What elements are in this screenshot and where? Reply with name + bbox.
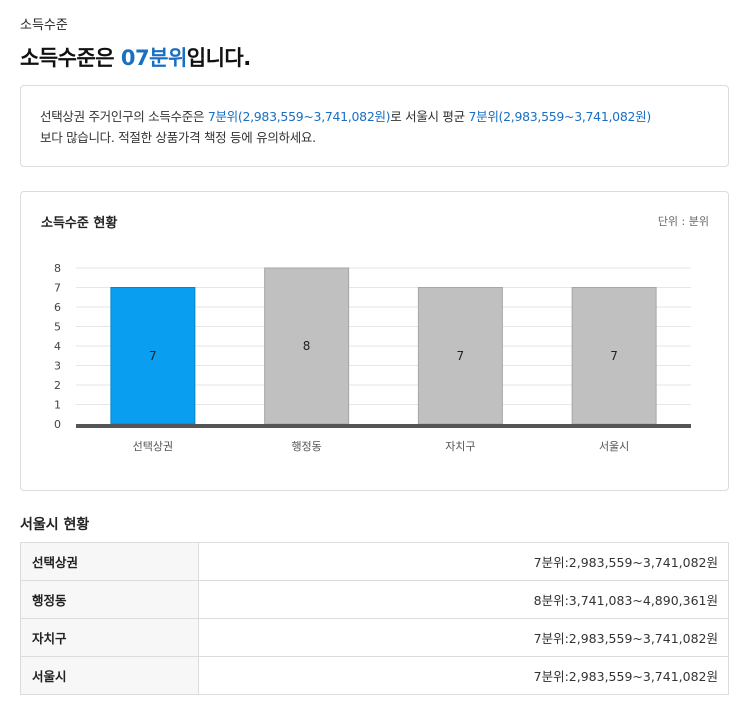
- x-tick-label: 자치구: [445, 440, 475, 453]
- row-value: 7분위:2,983,559~3,741,082원: [198, 656, 729, 695]
- seoul-stats-title: 서울시 현황: [20, 517, 90, 533]
- summary-value-seoul: 7분위(2,983,559~3,741,082원): [468, 109, 651, 124]
- bar-data-label: 7: [610, 349, 618, 363]
- x-tick-label: 행정동: [291, 440, 321, 453]
- table-row: 행정동 8분위:3,741,083~4,890,361원: [20, 580, 729, 619]
- summary-text-3: 보다 많습니다. 적절한 상품가격 책정 등에 유의하세요.: [40, 130, 316, 145]
- chart-unit: 단위 : 분위: [657, 215, 709, 228]
- row-label: 행정동: [20, 580, 199, 619]
- row-label: 서울시: [20, 656, 199, 695]
- page-title-suffix: 입니다.: [186, 46, 251, 70]
- y-tick-label: 2: [54, 379, 61, 392]
- table-row: 서울시 7분위:2,983,559~3,741,082원: [20, 656, 729, 695]
- breadcrumb: 소득수준: [20, 18, 68, 33]
- chart-title: 소득수준 현황: [41, 216, 118, 231]
- y-tick-label: 6: [54, 301, 61, 314]
- y-tick-label: 3: [54, 360, 61, 373]
- table-row: 선택상권 7분위:2,983,559~3,741,082원: [20, 542, 729, 581]
- table-row: 자치구 7분위:2,983,559~3,741,082원: [20, 618, 729, 657]
- bar-data-label: 7: [457, 349, 465, 363]
- summary-text-2: 로 서울시 평균: [390, 109, 469, 124]
- page-title-highlight: 07분위: [120, 46, 187, 70]
- bar: [417, 287, 503, 425]
- row-value: 7분위:2,983,559~3,741,082원: [198, 618, 729, 657]
- bar: [110, 287, 196, 425]
- summary-box: 선택상권 주거인구의 소득수준은 7분위(2,983,559~3,741,082…: [20, 85, 729, 167]
- row-label: 자치구: [20, 618, 199, 657]
- seoul-stats-table: 선택상권 7분위:2,983,559~3,741,082원 행정동 8분위:3,741…: [20, 542, 729, 695]
- y-tick-label: 8: [54, 262, 61, 275]
- x-tick-label: 서울시: [599, 440, 629, 453]
- y-tick-label: 1: [54, 399, 61, 412]
- bar: [264, 267, 350, 425]
- page-title: 소득수준은 07분위입니다.: [20, 42, 251, 72]
- income-bar-chart: 0 1 2 3 4 5 6 7 8 7 선택상권 8 행정동 7 자치구 7 서울시: [54, 262, 691, 453]
- row-value: 8분위:3,741,083~4,890,361원: [198, 580, 729, 619]
- y-tick-label: 5: [54, 321, 61, 334]
- page-title-prefix: 소득수준은: [20, 46, 121, 70]
- bar-data-label: 7: [149, 349, 157, 363]
- y-tick-label: 4: [54, 340, 61, 353]
- bar: [571, 287, 657, 425]
- summary-text-1: 선택상권 주거인구의 소득수준은: [40, 109, 208, 124]
- y-tick-label: 7: [54, 282, 61, 295]
- x-tick-label: 선택상권: [133, 440, 173, 453]
- y-tick-label: 0: [54, 418, 61, 431]
- chart-card: 소득수준 현황 단위 : 분위 0 1 2 3 4 5 6 7 8 7 선택상권 8 행정동 7 자치구 7 서…: [20, 191, 729, 491]
- row-value: 7분위:2,983,559~3,741,082원: [198, 542, 729, 581]
- x-axis-baseline: [76, 424, 691, 428]
- bar-data-label: 8: [303, 339, 311, 353]
- row-label: 선택상권: [20, 542, 199, 581]
- summary-value-area: 7분위(2,983,559~3,741,082원): [207, 109, 391, 124]
